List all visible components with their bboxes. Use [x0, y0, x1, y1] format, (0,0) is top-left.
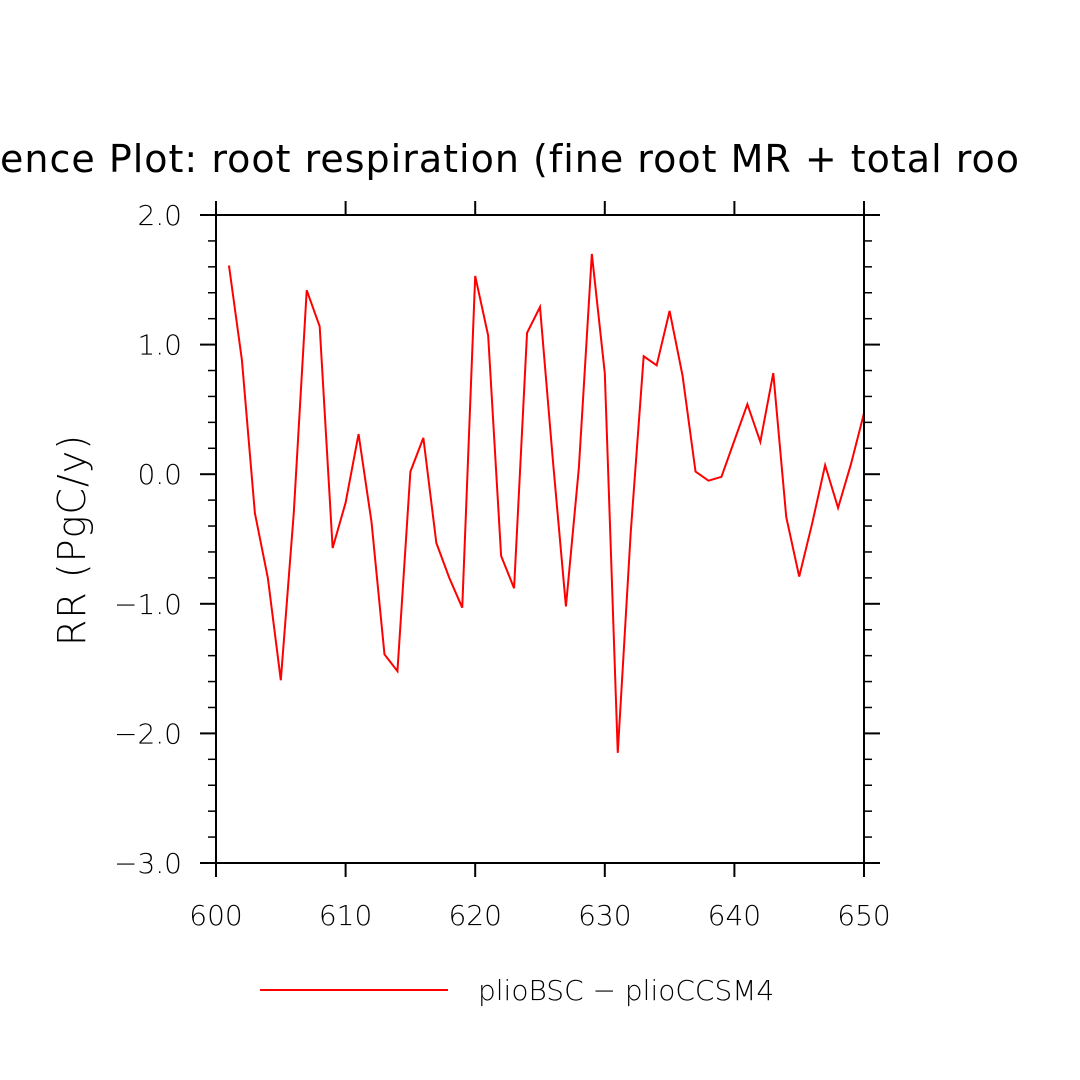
- x-tick-label: 610: [319, 899, 372, 932]
- legend: plioBSC − plioCCSM4: [260, 974, 774, 1007]
- y-axis-title: RR (PgC/y): [50, 434, 94, 646]
- x-tick-label: 650: [837, 899, 890, 932]
- plot-frame: [215, 214, 865, 864]
- x-tick-label: 640: [708, 899, 761, 932]
- y-tick-label: 2.0: [137, 199, 182, 232]
- x-tick-label: 600: [189, 899, 242, 932]
- y-tick-label: −2.0: [114, 717, 182, 750]
- legend-label: plioBSC − plioCCSM4: [478, 974, 774, 1007]
- series-group: [227, 253, 865, 753]
- series-line: [227, 253, 865, 753]
- y-tick-label: −3.0: [114, 847, 182, 880]
- y-tick-label: 1.0: [137, 329, 182, 362]
- x-tick-label: 630: [578, 899, 631, 932]
- ticks-group: 600 610 620 630 640 650 2.0 1.0 0.0 −1.0 −2.0 −3.0: [114, 199, 891, 932]
- chart-title: ence Plot: root respiration (fine root M…: [0, 137, 1020, 181]
- x-tick-label: 620: [448, 899, 501, 932]
- y-tick-label: −1.0: [114, 588, 182, 621]
- y-tick-label: 0.0: [137, 458, 182, 491]
